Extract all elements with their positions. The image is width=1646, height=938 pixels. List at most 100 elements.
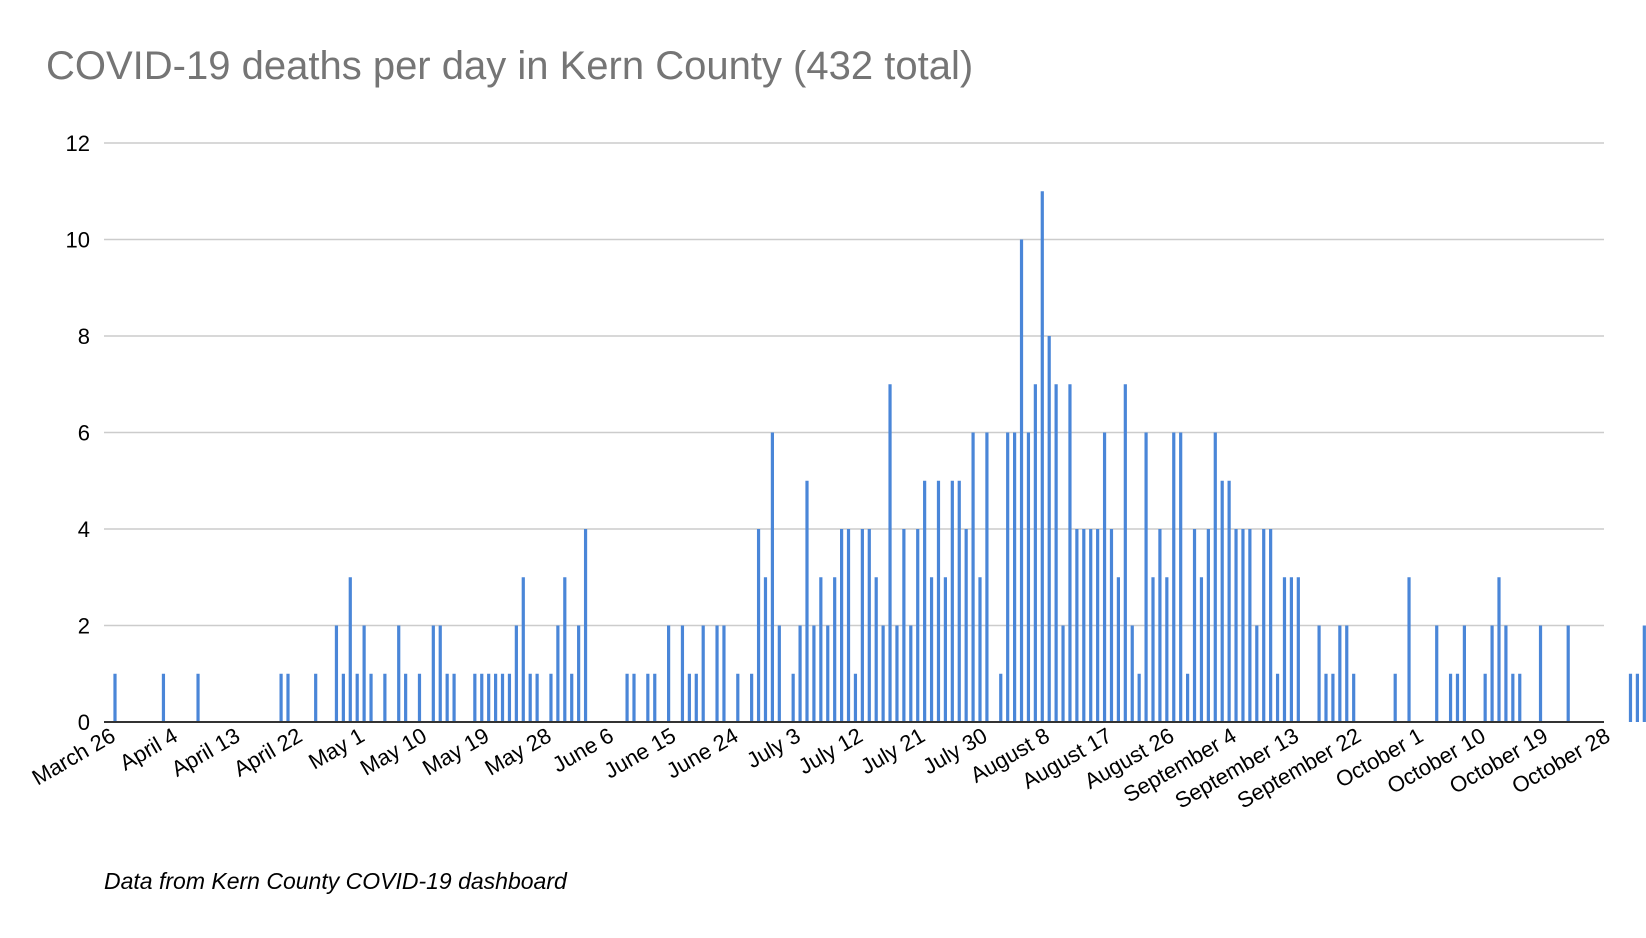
bar bbox=[805, 480, 809, 722]
y-tick-label: 4 bbox=[78, 517, 90, 542]
bar bbox=[1642, 625, 1646, 722]
bar bbox=[701, 625, 705, 722]
x-tick-label: June 24 bbox=[662, 723, 742, 784]
bar bbox=[404, 673, 408, 722]
bar bbox=[687, 673, 691, 722]
bar bbox=[632, 673, 636, 722]
bar bbox=[1511, 673, 1515, 722]
bar bbox=[1566, 625, 1570, 722]
bar bbox=[1013, 432, 1017, 722]
bar bbox=[791, 673, 795, 722]
bar bbox=[1497, 577, 1501, 722]
bar bbox=[763, 577, 768, 722]
bar bbox=[1033, 384, 1037, 722]
bar bbox=[279, 673, 283, 722]
x-tick-label: May 10 bbox=[356, 723, 431, 781]
bar bbox=[1199, 577, 1204, 722]
bar bbox=[1345, 625, 1349, 722]
bar bbox=[1116, 577, 1120, 722]
bar bbox=[812, 625, 816, 722]
y-tick-label: 2 bbox=[78, 614, 90, 639]
bar bbox=[1248, 529, 1252, 722]
bar bbox=[577, 625, 581, 722]
bar bbox=[1130, 625, 1134, 722]
bar bbox=[1102, 432, 1107, 722]
bar bbox=[314, 673, 318, 722]
bar bbox=[888, 384, 892, 722]
bar bbox=[874, 577, 878, 722]
bar bbox=[978, 577, 982, 722]
bar bbox=[570, 673, 574, 722]
bar bbox=[1296, 577, 1300, 722]
bar bbox=[646, 673, 650, 722]
bar bbox=[1518, 673, 1522, 722]
chart-title: COVID-19 deaths per day in Kern County (… bbox=[46, 44, 974, 88]
bar bbox=[902, 529, 906, 722]
bar bbox=[161, 673, 166, 722]
bar bbox=[286, 673, 290, 722]
bar bbox=[196, 673, 200, 722]
y-tick-label: 6 bbox=[78, 421, 90, 446]
bar bbox=[1040, 191, 1044, 722]
bar bbox=[1192, 529, 1197, 722]
bar bbox=[514, 625, 518, 722]
bar bbox=[1172, 432, 1176, 722]
bar bbox=[833, 577, 837, 722]
bar bbox=[1269, 529, 1273, 722]
bar bbox=[770, 432, 774, 722]
x-tick-label: April 22 bbox=[229, 723, 306, 782]
bar bbox=[1144, 432, 1148, 722]
bar bbox=[1393, 673, 1397, 722]
x-tick-label: May 19 bbox=[418, 723, 493, 781]
bar bbox=[1047, 336, 1051, 722]
bar bbox=[438, 625, 442, 722]
bar bbox=[819, 577, 823, 722]
bar bbox=[1483, 673, 1487, 722]
bar bbox=[971, 432, 975, 722]
x-tick-label: June 15 bbox=[600, 723, 680, 784]
bar bbox=[985, 432, 989, 722]
gridlines bbox=[104, 142, 1604, 627]
x-tick-label: July 3 bbox=[742, 723, 804, 773]
bar bbox=[923, 480, 927, 722]
y-axis-ticks: 0 2 4 6 8 10 12 bbox=[66, 131, 90, 735]
bar bbox=[943, 577, 947, 722]
bar bbox=[583, 529, 588, 722]
bar bbox=[487, 673, 491, 722]
bar bbox=[826, 625, 830, 722]
bar bbox=[1019, 239, 1024, 722]
bar bbox=[881, 625, 885, 722]
x-tick-label: May 28 bbox=[480, 723, 555, 781]
bar bbox=[950, 480, 954, 722]
bar bbox=[1227, 480, 1231, 722]
bar bbox=[694, 673, 698, 722]
bar bbox=[736, 673, 740, 722]
bar bbox=[722, 625, 726, 722]
bar bbox=[1006, 432, 1010, 722]
bar bbox=[480, 673, 484, 722]
bar bbox=[1338, 625, 1342, 722]
bar bbox=[334, 625, 339, 722]
bar bbox=[521, 577, 525, 722]
y-tick-label: 0 bbox=[78, 710, 90, 735]
bar bbox=[916, 529, 920, 722]
bar bbox=[1455, 673, 1460, 722]
bar bbox=[846, 529, 851, 722]
bar bbox=[1628, 673, 1633, 722]
bar bbox=[445, 673, 449, 722]
bar bbox=[1082, 529, 1086, 722]
bar bbox=[653, 673, 657, 722]
bar bbox=[936, 480, 941, 722]
bar bbox=[853, 673, 858, 722]
bar bbox=[1504, 625, 1508, 722]
bar bbox=[750, 673, 754, 722]
bar bbox=[348, 577, 352, 722]
bar bbox=[1241, 529, 1245, 722]
bar bbox=[397, 625, 401, 722]
bar bbox=[507, 673, 512, 722]
source-note: Data from Kern County COVID-19 dashboard bbox=[104, 868, 567, 894]
bar bbox=[1054, 384, 1058, 722]
y-tick-label: 12 bbox=[66, 131, 90, 156]
bar bbox=[355, 673, 359, 722]
